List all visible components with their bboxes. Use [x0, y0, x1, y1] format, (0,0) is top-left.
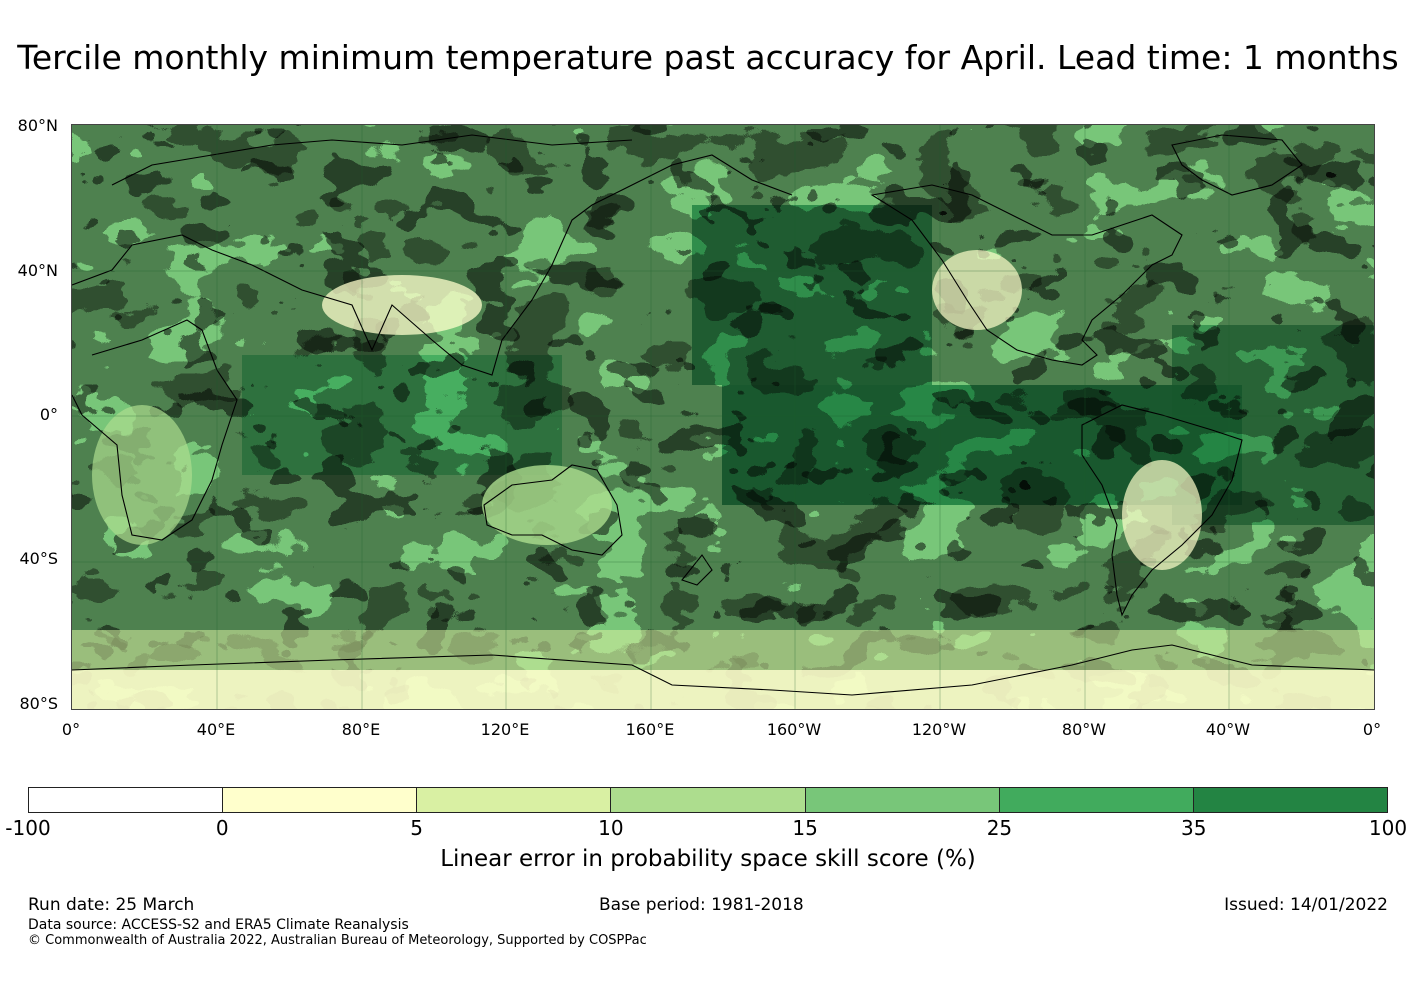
lat-label-0: 0° — [39, 405, 58, 424]
lon-label-160w: 160°W — [766, 720, 822, 739]
lat-label-40n: 40°N — [17, 261, 58, 280]
colorbar-segment — [804, 788, 999, 812]
coastline-new-zealand — [681, 554, 713, 586]
lon-label-0-east: 0° — [1362, 720, 1382, 739]
colorbar-segment — [29, 788, 223, 812]
colorbar-tick-label: 35 — [1180, 816, 1207, 840]
map-title: Tercile monthly minimum temperature past… — [17, 38, 1399, 77]
map-patch-north-america — [932, 250, 1022, 330]
colorbar-tick-label: 25 — [986, 816, 1013, 840]
colorbar-tick-label: 15 — [792, 816, 818, 840]
lon-label-0-west: 0° — [61, 720, 81, 739]
colorbar-tick-label: 5 — [410, 816, 423, 840]
coastline-north-america — [870, 184, 1183, 366]
coastline-antarctica — [72, 644, 1374, 696]
colorbar-segment — [610, 788, 805, 812]
skill-map — [71, 124, 1375, 710]
coastline-africa — [72, 319, 238, 541]
copyright: © Commonwealth of Australia 2022, Austra… — [28, 933, 647, 948]
lon-label-40e: 40°E — [196, 720, 236, 739]
coastlines — [72, 134, 1374, 696]
map-texture-light — [72, 125, 1374, 709]
lon-label-160e: 160°E — [625, 720, 675, 739]
graticule — [72, 125, 1374, 709]
colorbar-segment — [998, 788, 1193, 812]
map-patch-south-america — [1122, 460, 1202, 570]
data-source: Data source: ACCESS-S2 and ERA5 Climate … — [28, 917, 409, 933]
colorbar — [28, 787, 1388, 813]
lon-label-80e: 80°E — [341, 720, 381, 739]
lon-label-40w: 40°W — [1205, 720, 1251, 739]
colorbar-tick-label: 10 — [598, 816, 624, 840]
lat-label-80s: 80°S — [19, 694, 58, 713]
colorbar-segment — [1192, 788, 1387, 812]
coastline-eurasia — [72, 134, 793, 376]
colorbar-segment — [416, 788, 611, 812]
lon-label-80w: 80°W — [1061, 720, 1107, 739]
coastline-south-america — [1081, 404, 1243, 617]
lon-label-120w: 120°W — [911, 720, 967, 739]
issued-date: Issued: 14/01/2022 — [1224, 895, 1388, 915]
map-patch-tibet — [322, 275, 482, 335]
map-patch-africa — [92, 405, 192, 545]
colorbar-label: Linear error in probability space skill … — [440, 846, 976, 872]
colorbar-tick-label: -100 — [5, 816, 51, 840]
lon-label-120e: 120°E — [480, 720, 530, 739]
run-date: Run date: 25 March — [28, 895, 195, 915]
coastline-australia — [483, 464, 623, 556]
base-period: Base period: 1981-2018 — [599, 895, 804, 915]
lat-label-80n: 80°N — [17, 116, 58, 135]
map-patch-australia — [482, 465, 612, 545]
colorbar-tick-label: 100 — [1368, 816, 1408, 840]
coastline-greenland — [1171, 134, 1303, 196]
lat-label-40s: 40°S — [19, 549, 58, 568]
colorbar-segment — [222, 788, 417, 812]
colorbar-tick-label: 0 — [215, 816, 229, 840]
map-band-antarctica — [72, 670, 1374, 709]
map-band-southern-ocean — [72, 630, 1374, 670]
